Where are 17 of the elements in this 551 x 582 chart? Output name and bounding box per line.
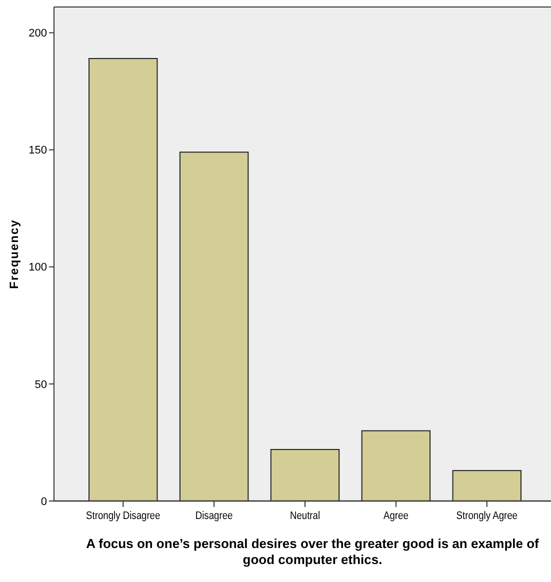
- x-tick-label: Agree: [383, 510, 409, 522]
- x-tick-label: Neutral: [290, 510, 320, 522]
- y-axis-title: Frequency: [7, 219, 21, 289]
- y-tick-label: 50: [34, 378, 47, 391]
- x-tick-label: Disagree: [195, 510, 234, 522]
- y-tick-label: 100: [28, 262, 47, 274]
- bar: [270, 448, 340, 502]
- x-tick-label: Strongly Disagree: [86, 510, 160, 522]
- y-tick-label: 0: [40, 496, 47, 508]
- y-tick-label: 150: [28, 144, 47, 157]
- bar: [361, 430, 431, 502]
- x-axis-title: A focus on one’s personal desires over the greater good is an example of good computer ethics.: [86, 536, 540, 567]
- bar: [88, 58, 158, 502]
- x-tick-label: Strongly Agree: [456, 510, 518, 522]
- y-tick-label: 200: [28, 28, 47, 40]
- bar: [179, 152, 249, 502]
- bar: [452, 470, 522, 502]
